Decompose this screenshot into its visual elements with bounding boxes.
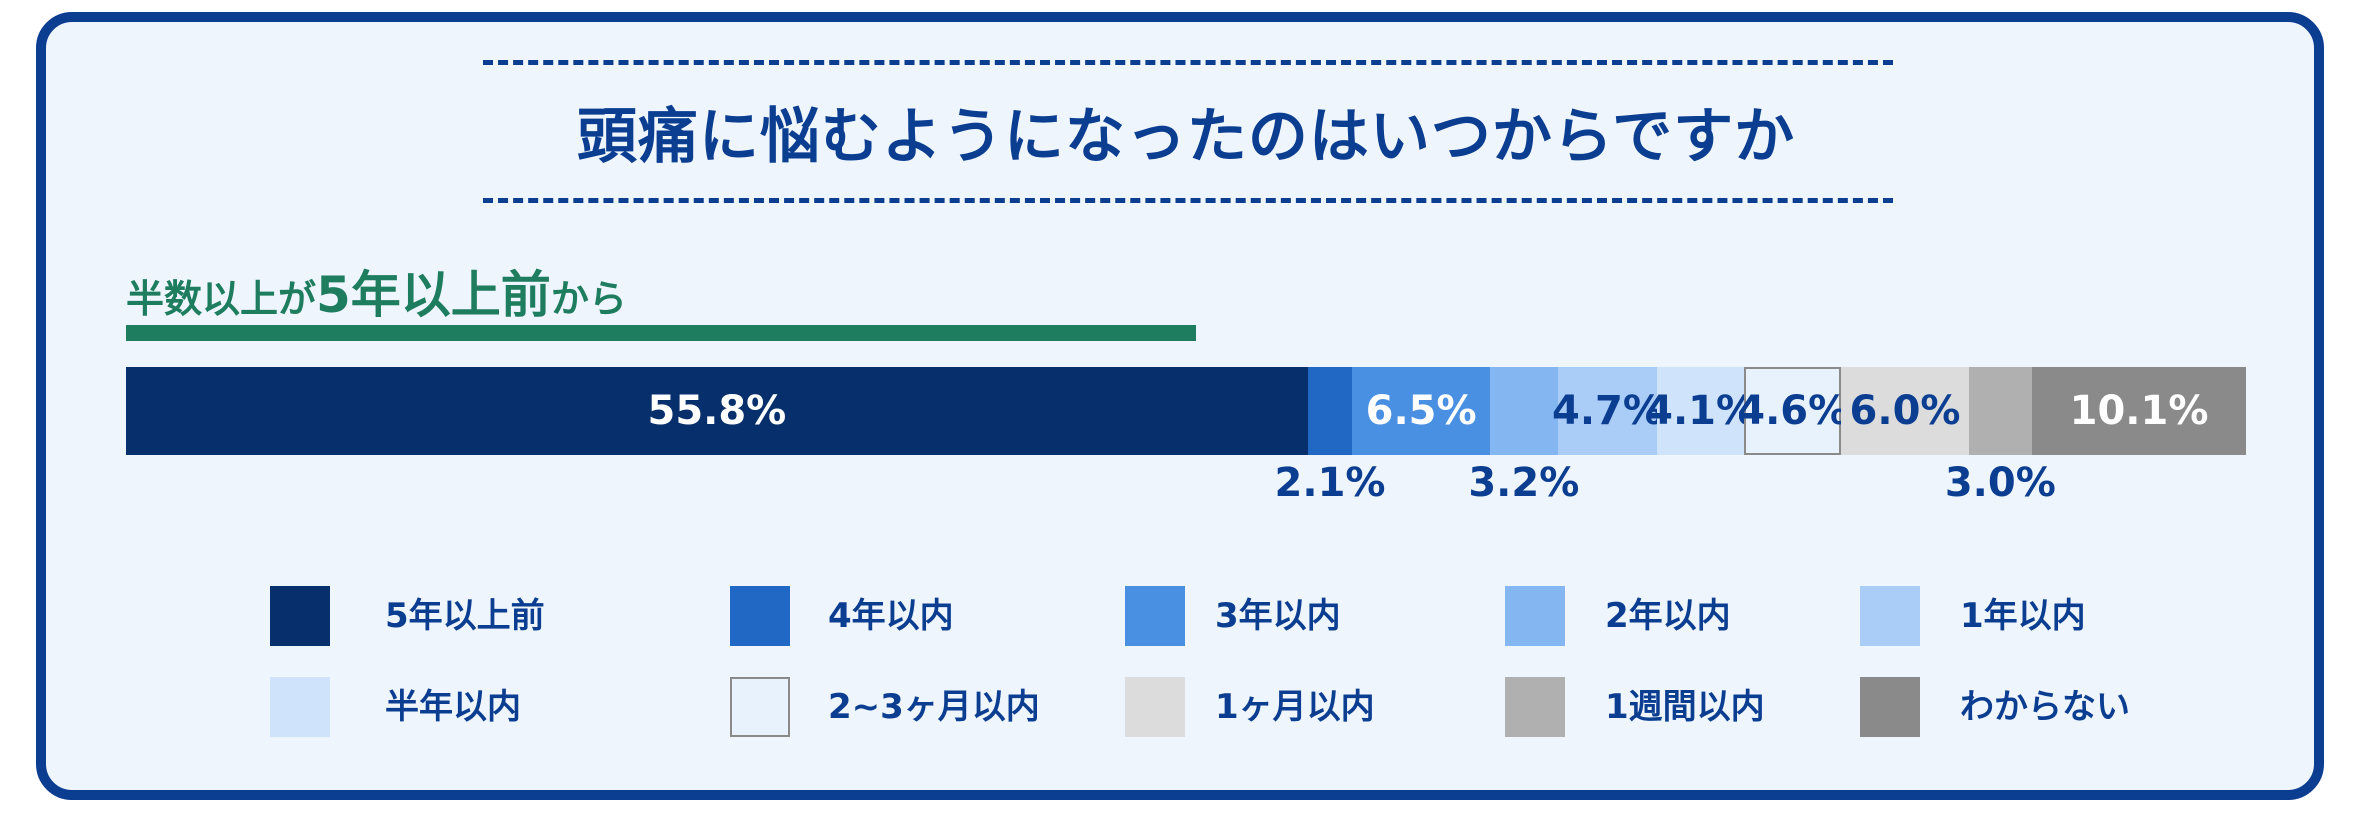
subtitle: 半数以上が5年以上前から <box>126 255 627 327</box>
subtitle-highlight: 5年以上前 <box>316 266 551 324</box>
legend-swatch-9 <box>1505 677 1565 737</box>
bar-segment-6: 4.1% <box>1645 367 1756 455</box>
data-label-9: 3.0% <box>1944 460 2056 506</box>
subtitle-underline <box>126 325 1196 341</box>
legend-swatch-2 <box>730 586 790 646</box>
subtitle-prefix: 半数以上が <box>126 277 317 321</box>
legend-swatch-8 <box>1125 677 1185 737</box>
data-label-3: 6.5% <box>1365 388 1477 434</box>
legend-label-6: 半年以内 <box>385 687 521 727</box>
data-label-8: 6.0% <box>1849 388 1961 434</box>
bar-segment-10: 10.1% <box>2032 367 2246 455</box>
chart-title: 頭痛に悩むようになったのはいつからですか <box>576 102 1796 172</box>
legend-swatch-7 <box>730 677 790 737</box>
data-label-1: 55.8% <box>647 388 787 434</box>
legend-label-10: わからない <box>1960 687 2130 727</box>
legend-swatch-4 <box>1505 586 1565 646</box>
legend-swatch-6 <box>270 677 330 737</box>
legend-swatch-1 <box>270 586 330 646</box>
bar-segment-4 <box>1489 367 1558 455</box>
title-dashed-line-top <box>483 60 1893 65</box>
bar-segment-5: 4.7% <box>1552 367 1663 455</box>
data-label-7: 4.6% <box>1737 388 1849 434</box>
legend-swatch-5 <box>1860 586 1920 646</box>
data-label-5: 4.7% <box>1551 388 1663 434</box>
bar-segment-1: 55.8% <box>126 367 1308 455</box>
legend-label-8: 1ヶ月以内 <box>1215 687 1375 727</box>
data-label-2: 2.1% <box>1274 460 1386 506</box>
bar-segment-7: 4.6% <box>1737 367 1848 455</box>
bar-segment-9 <box>1968 367 2033 455</box>
legend-label-4: 2年以内 <box>1605 596 1731 636</box>
bar-segment-2 <box>1307 367 1353 455</box>
data-label-10: 10.1% <box>2069 388 2209 434</box>
bar-segment-3: 6.5% <box>1352 367 1490 455</box>
legend-label-7: 2~3ヶ月以内 <box>828 687 1040 727</box>
legend-label-5: 1年以内 <box>1960 596 2086 636</box>
title-dashed-line-bottom <box>483 198 1893 203</box>
data-label-4: 3.2% <box>1468 460 1580 506</box>
legend-swatch-10 <box>1860 677 1920 737</box>
legend-label-3: 3年以内 <box>1215 596 1341 636</box>
legend-label-2: 4年以内 <box>828 596 954 636</box>
legend-label-9: 1週間以内 <box>1605 687 1765 727</box>
data-label-6: 4.1% <box>1645 388 1757 434</box>
bar-segment-8: 6.0% <box>1841 367 1969 455</box>
subtitle-suffix: から <box>550 277 627 321</box>
legend-label-1: 5年以上前 <box>385 596 545 636</box>
legend-swatch-3 <box>1125 586 1185 646</box>
